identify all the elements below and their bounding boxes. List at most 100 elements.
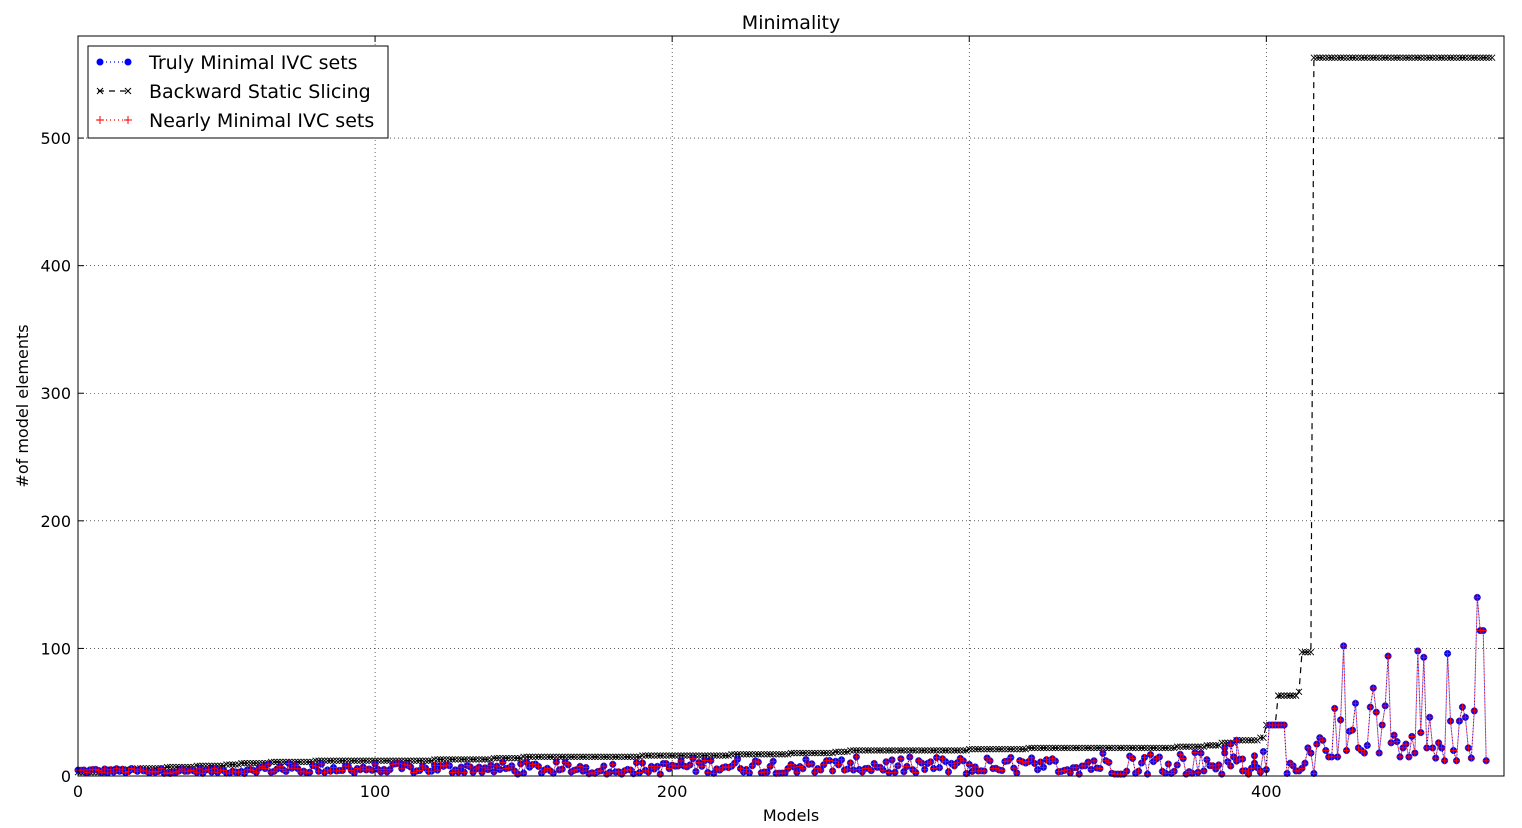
nearly-minimal-line (77, 597, 1487, 776)
nearly-minimal-point (264, 760, 272, 768)
nearly-minimal-point (151, 768, 159, 776)
backward-slicing-marker (336, 757, 343, 765)
backward-slicing-marker (915, 747, 923, 754)
backward-slicing-marker (588, 753, 596, 761)
backward-slicing-marker (1390, 54, 1398, 62)
nearly-minimal-point (246, 765, 254, 773)
nearly-minimal-point (148, 767, 156, 775)
nearly-minimal-point (1429, 744, 1437, 752)
backward-slicing-marker (959, 747, 967, 754)
nearly-minimal-point (832, 757, 840, 765)
backward-slicing-marker (1420, 54, 1428, 62)
nearly-minimal-point (680, 762, 688, 770)
nearly-minimal-point (1331, 704, 1339, 712)
backward-slicing-marker (223, 761, 230, 768)
backward-slicing-marker (1396, 54, 1404, 62)
nearly-minimal-point (350, 769, 358, 777)
nearly-minimal-point (751, 757, 759, 765)
backward-slicing-marker (701, 752, 709, 759)
backward-slicing-marker (419, 757, 426, 765)
nearly-minimal-point (1420, 653, 1428, 661)
nearly-minimal-point (843, 765, 851, 773)
nearly-minimal-point (1405, 753, 1413, 761)
nearly-minimal-point (781, 769, 789, 777)
nearly-minimal-point (1346, 727, 1354, 735)
nearly-minimal-point (1227, 762, 1235, 770)
backward-slicing-marker (856, 747, 863, 754)
backward-slicing-marker (1188, 743, 1196, 750)
nearly-minimal-point (555, 766, 563, 774)
backward-slicing-marker (1473, 54, 1481, 62)
nearly-minimal-point (728, 762, 736, 770)
nearly-minimal-point (1402, 740, 1410, 748)
nearly-minimal-point (122, 769, 130, 777)
backward-slicing-marker (1325, 54, 1333, 62)
backward-slicing-marker (802, 749, 810, 757)
nearly-minimal-point (217, 766, 225, 774)
backward-slicing-marker (362, 757, 370, 765)
backward-slicing-marker (841, 748, 848, 756)
nearly-minimal-point (971, 763, 979, 771)
nearly-minimal-point (817, 766, 825, 774)
backward-slicing-marker (850, 747, 857, 754)
nearly-minimal-point (662, 760, 670, 768)
nearly-minimal-point (805, 760, 813, 768)
y-tick-label: 100 (40, 639, 71, 658)
nearly-minimal-point (261, 764, 269, 772)
backward-slicing-marker (653, 752, 661, 759)
nearly-minimal-point (398, 765, 406, 773)
backward-slicing-marker (992, 745, 1000, 753)
backward-slicing-marker (1093, 744, 1101, 752)
nearly-minimal-point (894, 762, 902, 770)
nearly-minimal-point (1280, 721, 1288, 729)
nearly-minimal-point (1378, 721, 1386, 729)
series-layer (74, 54, 1496, 778)
nearly-minimal-point (1066, 769, 1074, 777)
legend-item-backward-slicing: Backward Static Slicing (96, 81, 371, 103)
nearly-minimal-point (466, 763, 474, 771)
backward-slicing-marker (1322, 54, 1330, 62)
backward-slicing-marker (365, 757, 373, 765)
nearly-minimal-point (748, 762, 756, 770)
nearly-minimal-point (1233, 757, 1241, 765)
nearly-minimal-point (835, 761, 843, 769)
nearly-minimal-point (324, 766, 332, 774)
backward-slicing-marker (790, 749, 798, 757)
nearly-minimal-point (933, 754, 941, 762)
nearly-minimal-point (534, 762, 542, 770)
backward-slicing-marker (1081, 744, 1089, 752)
backward-slicing-marker (1150, 744, 1157, 752)
backward-slicing-marker (1156, 744, 1163, 752)
backward-slicing-marker (1372, 54, 1380, 62)
nearly-minimal-point (1129, 754, 1137, 762)
backward-slicing-marker (995, 745, 1003, 753)
nearly-minimal-point (431, 761, 438, 769)
nearly-minimal-point (840, 766, 848, 774)
backward-slicing-marker (410, 757, 418, 765)
nearly-minimal-point (1215, 761, 1223, 769)
nearly-minimal-point (1369, 684, 1377, 692)
nearly-minimal-point (882, 758, 890, 766)
backward-slicing-marker (957, 747, 964, 754)
backward-slicing-marker (980, 745, 988, 753)
nearly-minimal-point (742, 765, 750, 773)
backward-slicing-marker (763, 750, 771, 758)
nearly-minimal-point (1090, 757, 1098, 765)
backward-slicing-marker (1251, 736, 1258, 744)
nearly-minimal-point (1170, 767, 1178, 775)
backward-slicing-marker (1426, 54, 1434, 62)
backward-slicing-marker (1343, 54, 1350, 62)
nearly-minimal-point (1084, 758, 1092, 766)
nearly-minimal-point (576, 762, 584, 770)
backward-slicing-marker (383, 757, 391, 765)
backward-slicing-marker (1164, 744, 1172, 752)
nearly-minimal-point (1450, 746, 1457, 754)
nearly-minimal-point (416, 767, 424, 775)
nearly-minimal-point (597, 767, 605, 775)
backward-slicing-marker (594, 753, 602, 761)
backward-slicing-marker (936, 747, 943, 754)
nearly-minimal-point (234, 768, 242, 776)
backward-slicing-marker (1447, 54, 1454, 62)
nearly-minimal-point (1455, 717, 1463, 725)
